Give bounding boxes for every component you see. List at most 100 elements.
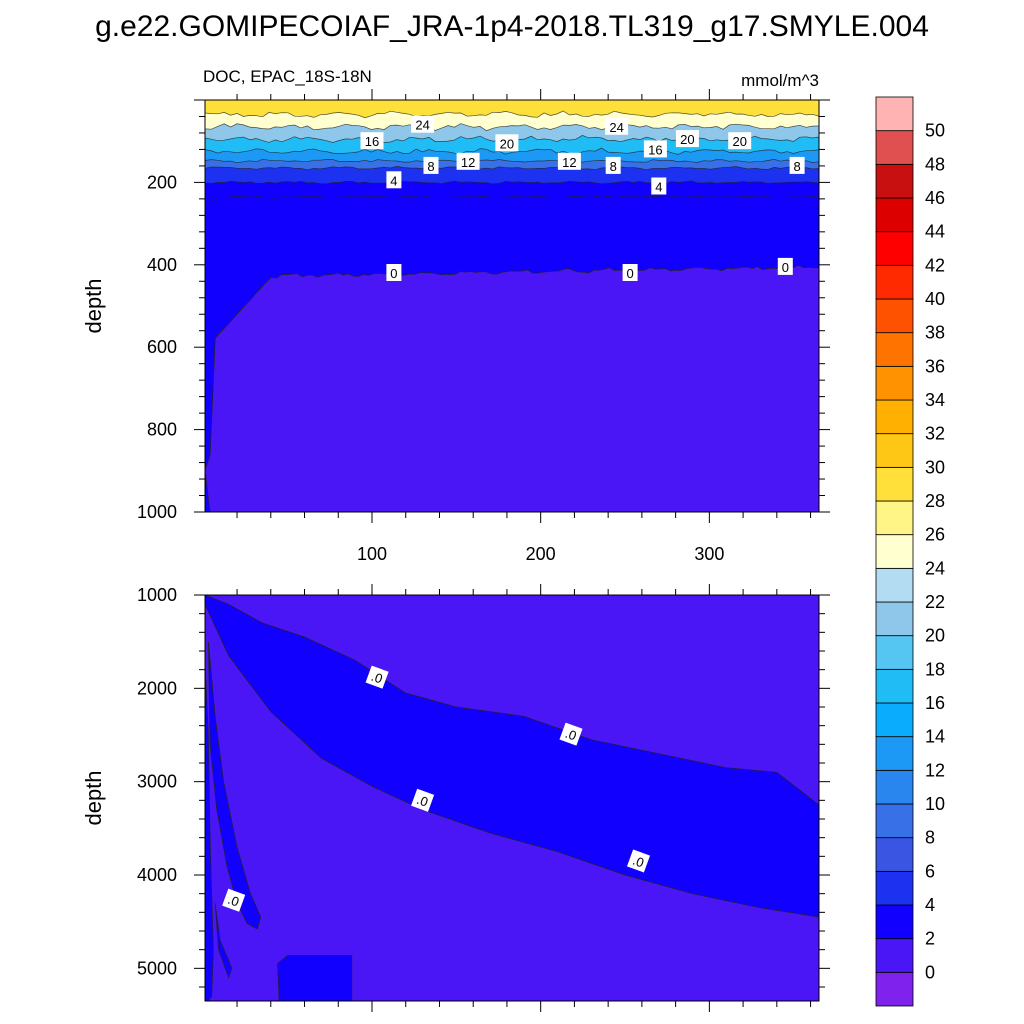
contour-label-text: 4 <box>390 173 397 188</box>
colorbar-label: 0 <box>925 962 935 982</box>
colorbar-swatch <box>875 668 914 704</box>
colorbar-swatch <box>875 399 914 435</box>
contour-label-text: 0 <box>626 266 633 281</box>
y-tick-label: 600 <box>147 337 177 357</box>
colorbar-label: 26 <box>925 525 945 545</box>
colorbar-swatch <box>875 769 914 805</box>
contour-label: 4 <box>651 177 667 195</box>
colorbar-swatch <box>875 332 914 367</box>
contour-label: 16 <box>360 132 384 150</box>
lower-contour-labels: .0 .0 .0 .0 .0 <box>222 665 651 912</box>
y-tick-label: 2000 <box>137 678 177 698</box>
contour-label-box <box>495 134 519 152</box>
contour-label: 12 <box>557 152 581 170</box>
y-tick-label: 3000 <box>137 772 177 792</box>
lower-axis-ticks: 1000 2000 3000 4000 5000 <box>137 584 830 1012</box>
diagonal-band-level-2 <box>205 595 819 918</box>
contour-label-box <box>605 117 629 135</box>
colorbar-swatch <box>875 466 914 502</box>
contour-label-text: .0 <box>631 853 646 871</box>
y-tick-label: 4000 <box>137 865 177 885</box>
colorbar-label: 16 <box>925 693 945 713</box>
contour-label: .0 <box>559 722 583 746</box>
colorbar-label: 24 <box>925 558 945 578</box>
contour-label-box <box>777 257 793 275</box>
contour-label-box <box>411 788 435 812</box>
contour-label-box <box>557 152 581 170</box>
upper-y-axis-label: depth <box>81 278 106 333</box>
contour-label: 24 <box>411 115 435 133</box>
lower-y-axis-label: depth <box>81 770 106 825</box>
contour-label-text: .0 <box>563 726 578 744</box>
edge-sliver <box>205 469 211 512</box>
bottom-blob-level-2 <box>277 954 353 1001</box>
contour-label: 0 <box>777 257 793 275</box>
contour-label-box <box>360 132 384 150</box>
contour-label-box <box>365 665 389 689</box>
contour-label-text: 8 <box>427 159 434 174</box>
colorbar-label: 6 <box>925 861 935 881</box>
colorbar-label: 48 <box>925 154 945 174</box>
contour-label: 8 <box>423 156 439 174</box>
contour-label-text: 16 <box>648 142 662 157</box>
colorbar-swatch <box>875 298 914 334</box>
colorbar-swatch <box>875 534 914 569</box>
contour-label-text: 8 <box>793 159 800 174</box>
y-tick-label: 1000 <box>137 502 177 522</box>
contour-label-text: 0 <box>390 266 397 281</box>
colorbar-swatch <box>875 870 914 906</box>
contour-label: .0 <box>365 665 389 689</box>
contour-label-box <box>728 132 752 150</box>
contour-label: 24 <box>605 117 629 135</box>
contour-label: 12 <box>456 152 480 170</box>
colorbar-label: 10 <box>925 794 945 814</box>
colorbar-swatch <box>875 163 914 199</box>
contour-label-text: 20 <box>732 134 746 149</box>
colorbar-label: 8 <box>925 828 935 848</box>
colorbar-swatch <box>875 971 914 1007</box>
contour-label-text: 24 <box>609 120 623 135</box>
colorbar-label: 36 <box>925 356 945 376</box>
colorbar-label: 50 <box>925 121 945 141</box>
contour-label-text: 20 <box>680 132 694 147</box>
colorbar-swatch <box>875 500 914 536</box>
lower-contour-fill <box>205 595 819 1001</box>
upper-contour-labels: 16 24 8 12 20 4 12 8 24 16 20 20 8 4 0 0 0 <box>360 115 805 281</box>
contour-label-text: .0 <box>415 792 430 810</box>
colorbar-swatch <box>875 264 914 300</box>
x-tick-label: 300 <box>694 544 724 564</box>
contour-label-text: 4 <box>655 180 662 195</box>
colorbar-swatch <box>875 231 914 266</box>
colorbar-swatch <box>875 96 914 132</box>
contour-label: .0 <box>222 888 246 912</box>
colorbar-label: 34 <box>925 390 945 410</box>
colorbar-label: 44 <box>925 222 945 242</box>
contour-label-box <box>651 177 667 195</box>
contour-label: 4 <box>386 171 402 189</box>
contour-label: 20 <box>675 130 699 148</box>
x-tick-label: 200 <box>526 544 556 564</box>
contour-label-box <box>559 722 583 746</box>
colorbar-label: 32 <box>925 424 945 444</box>
y-tick-label: 200 <box>147 172 177 192</box>
colorbar-swatch <box>875 837 914 872</box>
units-string: mmol/m^3 <box>741 71 819 90</box>
colorbar-swatch <box>875 803 914 839</box>
contour-label: .0 <box>411 788 435 812</box>
colorbar-label: 22 <box>925 592 945 612</box>
contour-label-box <box>789 156 805 174</box>
contour-label-box <box>411 115 435 133</box>
contour-label-text: 0 <box>782 260 789 275</box>
contour-label-box <box>605 156 621 174</box>
colorbar-swatch <box>875 365 914 401</box>
lower-plot-frame <box>204 594 820 1002</box>
contour-label-text: .0 <box>226 892 241 910</box>
colorbar-label: 42 <box>925 255 945 275</box>
colorbar-swatch <box>875 130 914 165</box>
contour-label: 20 <box>495 134 519 152</box>
colorbar-label: 30 <box>925 457 945 477</box>
contour-label-box <box>643 140 667 158</box>
colorbar-label: 4 <box>925 895 935 915</box>
